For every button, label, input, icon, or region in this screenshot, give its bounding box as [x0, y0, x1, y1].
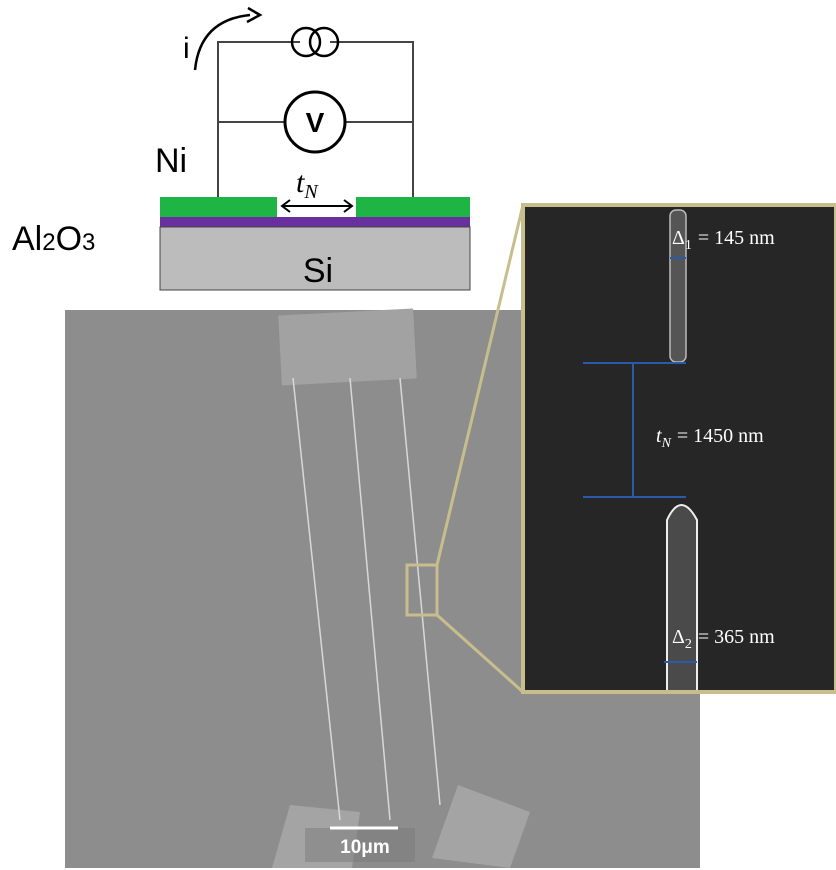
- ni-label: Ni: [155, 142, 187, 180]
- subscript: N: [661, 436, 672, 451]
- subscript: 1: [685, 238, 692, 253]
- subscript: 2: [685, 637, 692, 652]
- subscript: N: [303, 181, 319, 203]
- scale-bar-label: 10μm: [340, 837, 390, 858]
- part: Al: [12, 220, 42, 258]
- value: = 145 nm: [698, 227, 775, 249]
- symbol: Δ: [672, 227, 685, 249]
- current-label: i: [183, 32, 190, 65]
- part: O: [56, 220, 82, 258]
- subscript: 3: [82, 229, 95, 256]
- figure: 10μm Δ1= 145 nm tN= 1450 nm Δ2= 365 nm: [0, 0, 836, 870]
- gap-label: tN: [296, 166, 319, 203]
- al2o3-label: Al2O3: [12, 220, 95, 258]
- inset: Δ1= 145 nm tN= 1450 nm Δ2= 365 nm: [523, 205, 836, 692]
- value: = 1450 nm: [677, 425, 764, 447]
- symbol: Δ: [672, 626, 685, 648]
- si-label: Si: [303, 252, 333, 290]
- subscript: 2: [42, 229, 55, 256]
- value: = 365 nm: [698, 626, 775, 648]
- voltmeter-label: V: [306, 107, 325, 138]
